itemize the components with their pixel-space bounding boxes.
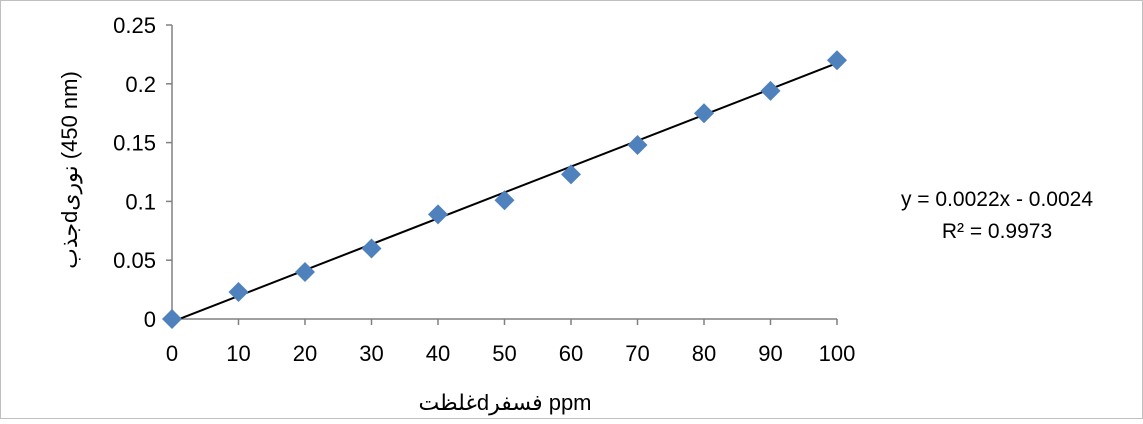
y-tick-label: 0.15 [113, 131, 156, 156]
trendline-r-squared: R² = 0.9973 [942, 220, 1052, 243]
data-point [494, 190, 515, 211]
x-tick-label: 0 [166, 341, 178, 366]
y-axis-title: جذبdنوری (450 nm) [57, 71, 82, 269]
data-point [295, 261, 315, 282]
data-point [228, 281, 249, 302]
y-tick-label: 0.1 [125, 189, 156, 214]
x-tick-label: 70 [625, 341, 649, 366]
data-point [694, 103, 714, 124]
x-axis: 0 10 20 30 40 50 60 70 80 90 100 [166, 318, 856, 366]
data-point [627, 134, 648, 155]
x-tick-label: 50 [492, 341, 516, 366]
data-point [760, 80, 781, 101]
data-point [428, 204, 448, 225]
data-points [162, 50, 847, 329]
x-tick-label: 80 [692, 341, 716, 366]
data-point [361, 238, 382, 259]
data-point [827, 50, 847, 71]
x-tick-label: 30 [359, 341, 383, 366]
x-tick-label: 10 [226, 341, 250, 366]
x-tick-label: 60 [559, 341, 583, 366]
data-point [561, 164, 581, 185]
y-tick-label: 0.05 [113, 248, 156, 273]
x-tick-label: 40 [426, 341, 450, 366]
y-tick-label: 0.25 [113, 13, 156, 38]
trendline-equation: y = 0.0022x - 0.0024 [901, 188, 1093, 211]
x-tick-label: 100 [819, 341, 856, 366]
y-tick-label: 0.2 [125, 72, 156, 97]
x-tick-label: 20 [293, 341, 317, 366]
x-axis-title: غلظتdفسفر ppm [418, 390, 591, 415]
data-point [162, 309, 182, 329]
y-tick-label: 0 [144, 307, 156, 332]
y-axis: 0 0.05 0.1 0.15 0.2 0.25 [113, 13, 173, 332]
x-tick-label: 90 [758, 341, 782, 366]
